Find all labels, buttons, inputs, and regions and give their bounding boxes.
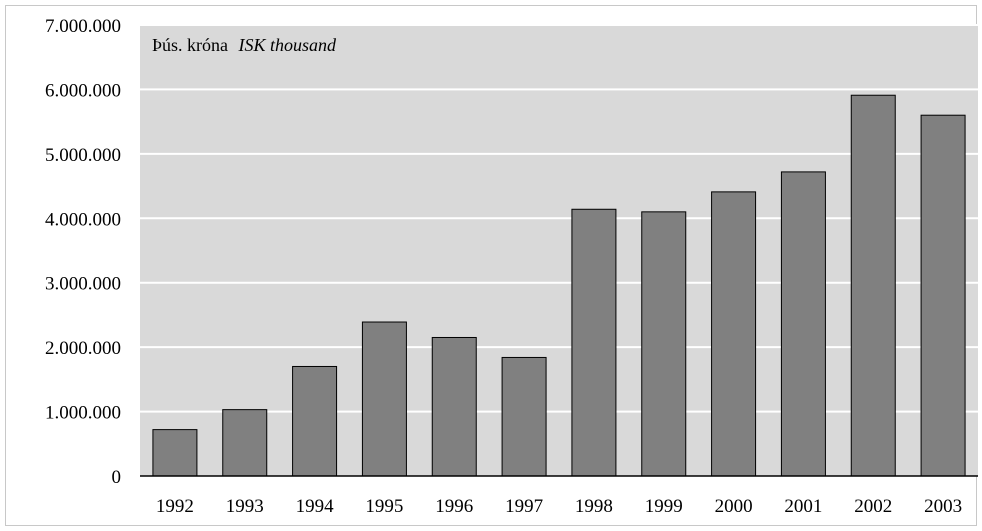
- unit-label-is: Þús. króna: [152, 35, 228, 55]
- x-tick-label: 1994: [296, 496, 335, 517]
- x-tick-label: 2002: [854, 496, 892, 517]
- plot-area: [140, 25, 978, 476]
- y-tick-label: 7.000.000: [45, 16, 121, 37]
- bar-1995: [361, 321, 407, 477]
- x-tick-label: 1995: [365, 496, 403, 517]
- grid-lines: [140, 24, 978, 413]
- bar-chart: 0 1.000.000 2.000.000 3.000.000 4.000.000 5.0…: [45, 16, 978, 517]
- bars: [152, 94, 966, 477]
- bar-1996: [431, 336, 477, 477]
- bar-1993: [222, 409, 268, 477]
- y-tick-label: 4.000.000: [45, 209, 121, 230]
- x-tick-label: 1992: [156, 496, 194, 517]
- bar-2001: [780, 171, 826, 477]
- bar-1992: [152, 429, 198, 477]
- chart-frame: 0 1.000.000 2.000.000 3.000.000 4.000.000 5.0…: [5, 5, 978, 526]
- bar-2003: [920, 114, 966, 477]
- bar-1999: [641, 211, 687, 477]
- bar-1998: [571, 208, 617, 477]
- x-tick-label: 1996: [435, 496, 473, 517]
- x-tick-label: 2001: [784, 496, 822, 517]
- x-tick-label: 2003: [924, 496, 962, 517]
- y-tick-label: 0: [112, 467, 122, 488]
- y-tick-label: 6.000.000: [45, 80, 121, 101]
- x-tick-label: 1999: [645, 496, 683, 517]
- bar-1994: [292, 365, 338, 477]
- y-axis-ticks: 0 1.000.000 2.000.000 3.000.000 4.000.000 5.0…: [45, 16, 121, 488]
- bar-2000: [711, 191, 757, 477]
- bar-1997: [501, 356, 547, 477]
- y-tick-label: 5.000.000: [45, 145, 121, 166]
- x-tick-label: 1997: [505, 496, 543, 517]
- x-axis-ticks: 1992 1993 1994 1995 1996 1997 1998 1999 2000 2001…: [156, 496, 962, 517]
- unit-label-en: ISK thousand: [238, 35, 338, 55]
- x-tick-label: 2000: [715, 496, 753, 517]
- y-tick-label: 3.000.000: [45, 274, 121, 295]
- x-tick-label: 1993: [226, 496, 264, 517]
- bar-2002: [850, 94, 896, 477]
- y-tick-label: 1.000.000: [45, 403, 121, 424]
- x-tick-label: 1998: [575, 496, 613, 517]
- unit-label: Þús. króna ISK thousand: [152, 35, 337, 55]
- y-tick-label: 2.000.000: [45, 338, 121, 359]
